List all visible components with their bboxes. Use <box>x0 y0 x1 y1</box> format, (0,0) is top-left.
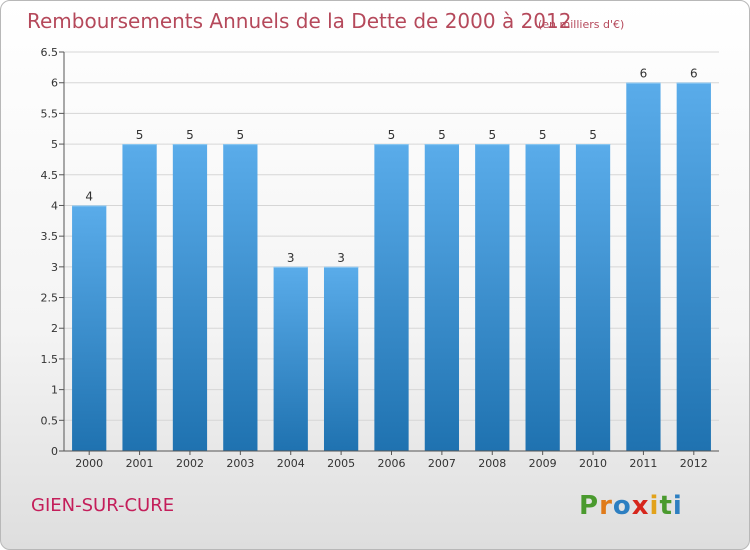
logo-letter: t <box>659 491 673 521</box>
data-label: 3 <box>337 251 345 265</box>
bar <box>525 144 560 452</box>
x-tick-label: 2004 <box>277 457 305 470</box>
data-label: 5 <box>539 128 547 142</box>
bar <box>424 144 460 452</box>
x-tick-label: 2000 <box>75 457 103 470</box>
y-tick-label: 4.5 <box>41 169 59 182</box>
bar <box>374 144 409 452</box>
x-tick-label: 2001 <box>126 457 154 470</box>
x-tick-label: 2006 <box>378 457 406 470</box>
x-tick-label: 2002 <box>176 457 204 470</box>
y-tick-label: 6.5 <box>41 46 59 59</box>
y-tick-label: 3 <box>51 261 58 274</box>
x-tick-label: 2012 <box>680 457 708 470</box>
bar <box>122 144 157 452</box>
x-tick-label: 2007 <box>428 457 456 470</box>
data-label: 5 <box>438 128 446 142</box>
bar <box>323 266 359 451</box>
data-label: 5 <box>136 128 144 142</box>
x-tick-label: 2011 <box>629 457 657 470</box>
logo-letter: r <box>599 491 613 521</box>
bar <box>72 205 107 451</box>
data-label: 6 <box>640 67 648 81</box>
y-tick-label: 0 <box>51 445 58 458</box>
data-label: 5 <box>589 128 597 142</box>
logo-letter: i <box>649 491 660 521</box>
bar <box>626 82 661 451</box>
chart-subtitle: (en milliers d'€) <box>538 18 625 31</box>
y-tick-label: 4 <box>51 199 58 212</box>
data-label: 5 <box>488 128 496 142</box>
logo-letter: i <box>672 491 683 521</box>
x-tick-label: 2009 <box>529 457 557 470</box>
y-tick-label: 6 <box>51 77 58 90</box>
data-label: 4 <box>85 189 93 203</box>
data-label: 3 <box>287 251 295 265</box>
bar <box>223 144 258 452</box>
y-tick-label: 2.5 <box>41 292 59 305</box>
bar <box>575 144 611 452</box>
x-tick-label: 2005 <box>327 457 355 470</box>
y-tick-label: 2 <box>51 322 58 335</box>
x-tick-label: 2003 <box>226 457 254 470</box>
logo-letter: P <box>579 491 600 521</box>
y-tick-label: 3.5 <box>41 230 59 243</box>
logo-letter: o <box>612 491 632 521</box>
bar <box>475 144 510 452</box>
chart-title: Remboursements Annuels de la Dette de 20… <box>27 9 572 33</box>
y-tick-label: 5.5 <box>41 107 59 120</box>
data-label: 5 <box>237 128 245 142</box>
bar <box>676 82 711 451</box>
x-tick-label: 2010 <box>579 457 607 470</box>
bars: 4 5 5 5 3 3 5 5 5 5 5 6 6 <box>72 67 711 452</box>
y-tick-label: 0.5 <box>41 414 59 427</box>
logo-letter: x <box>631 491 650 521</box>
data-label: 5 <box>388 128 396 142</box>
bar <box>172 144 208 452</box>
data-label: 6 <box>690 67 698 81</box>
y-tick-label: 1.5 <box>41 353 59 366</box>
place-name: GIEN-SUR-CURE <box>31 495 175 516</box>
x-tick-label: 2008 <box>478 457 506 470</box>
data-label: 5 <box>186 128 194 142</box>
y-tick-label: 5 <box>51 138 58 151</box>
proxiti-logo[interactable]: Proxiti <box>579 491 683 521</box>
axes: 0 0.5 1 1.5 2 2.5 3 3.5 4 4.5 5 5.5 6 6.5 2000 2001 2002… <box>41 46 719 470</box>
y-tick-label: 1 <box>51 384 58 397</box>
bar <box>273 266 308 451</box>
